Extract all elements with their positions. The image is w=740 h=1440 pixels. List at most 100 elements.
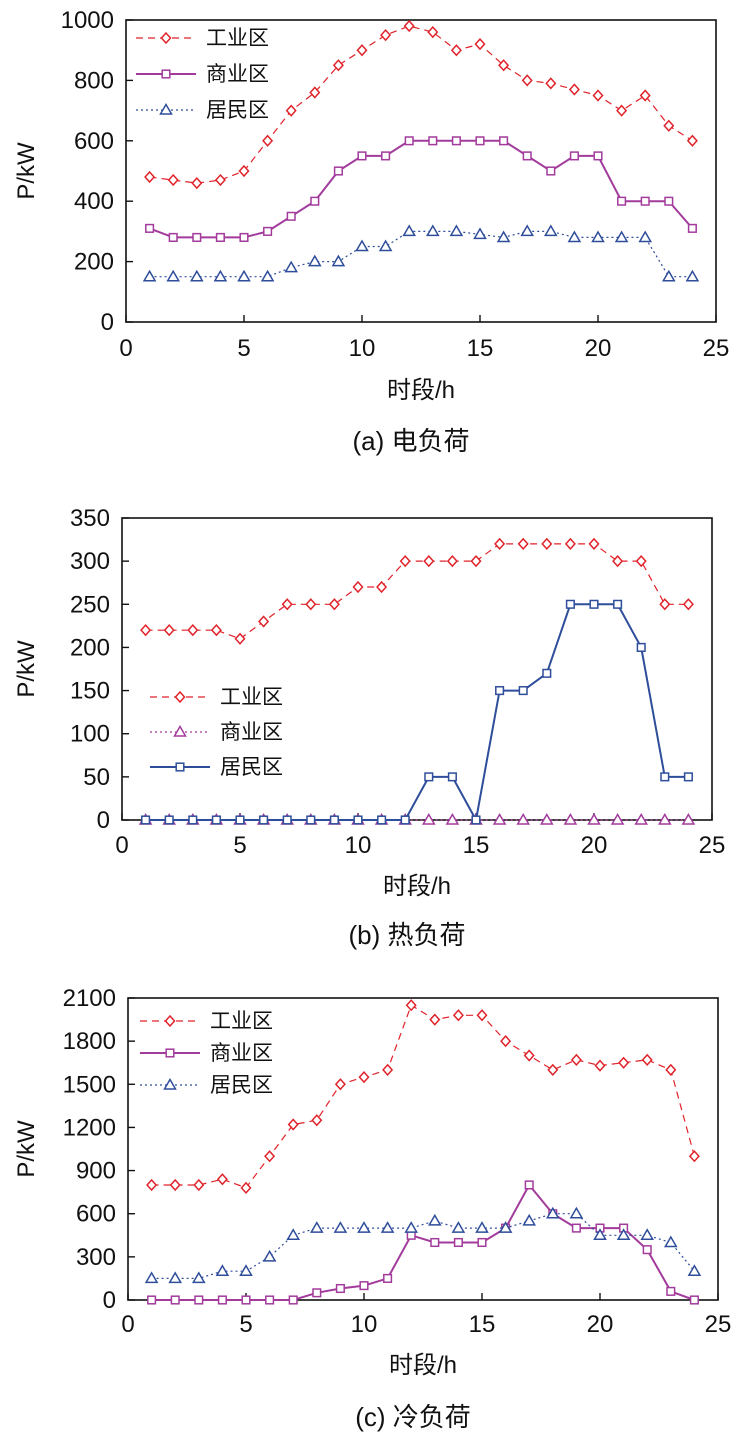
data-point-residential — [518, 686, 528, 696]
data-point-industrial — [309, 86, 321, 99]
data-point-commercial — [192, 232, 202, 242]
data-point-residential — [189, 269, 204, 282]
data-point-industrial — [214, 173, 226, 187]
data-point-commercial — [569, 151, 579, 161]
y-tick-label: 400 — [74, 188, 114, 215]
data-point-residential — [235, 815, 245, 825]
data-point-commercial — [593, 151, 603, 161]
data-point-industrial — [285, 104, 297, 117]
data-point-industrial — [169, 1178, 181, 1192]
data-point-residential — [636, 642, 646, 652]
data-point-residential — [262, 1249, 277, 1262]
data-point-residential — [498, 1221, 513, 1233]
data-point-residential — [613, 599, 623, 609]
data-point-industrial — [688, 1150, 700, 1163]
data-point-industrial — [541, 537, 553, 551]
x-tick-label: 10 — [349, 335, 376, 362]
chart-caption: (b) 热负荷 — [348, 920, 465, 950]
data-point-commercial — [453, 1237, 463, 1248]
x-tick-label: 20 — [587, 1311, 614, 1338]
data-point-residential — [306, 815, 316, 825]
data-point-residential — [447, 772, 457, 782]
data-point-industrial — [517, 537, 529, 551]
series-line-commercial — [149, 139, 694, 239]
data-point-residential — [213, 269, 228, 282]
x-tick-label: 15 — [469, 1311, 496, 1338]
data-point-industrial — [216, 1173, 228, 1186]
data-point-commercial — [539, 813, 554, 825]
data-point-industrial — [234, 632, 246, 645]
y-tick-label: 150 — [70, 678, 110, 705]
data-point-residential — [239, 1264, 253, 1276]
data-point-commercial — [477, 1237, 487, 1248]
x-tick-label: 0 — [121, 1311, 134, 1338]
data-point-commercial — [383, 1273, 393, 1283]
data-point-residential — [309, 1221, 324, 1233]
x-tick-label: 5 — [233, 832, 246, 859]
series-residential — [144, 1206, 702, 1284]
data-point-residential — [496, 230, 511, 243]
data-point-industrial — [659, 598, 671, 611]
data-point-industrial — [500, 1035, 512, 1048]
data-point-residential — [543, 224, 558, 237]
data-point-commercial — [357, 151, 367, 161]
data-point-industrial — [187, 624, 199, 637]
data-point-residential — [616, 1228, 631, 1241]
data-point-residential — [591, 230, 605, 243]
data-point-industrial — [588, 537, 600, 551]
data-point-residential — [284, 260, 299, 273]
data-point-commercial — [265, 1295, 275, 1305]
data-point-residential — [522, 1213, 537, 1226]
legend-label-commercial: 商业区 — [206, 63, 269, 86]
data-point-residential — [404, 1221, 419, 1233]
legend-marker — [159, 103, 173, 115]
data-point-residential — [589, 599, 599, 609]
chart-1: 0 200 400 600 800 1000 0 5 10 15 20 25 时段/h P/kW (a) 电… — [13, 7, 729, 456]
data-point-residential — [329, 815, 339, 825]
data-point-industrial — [663, 119, 675, 132]
data-point-residential — [380, 1221, 395, 1233]
y-tick-label: 900 — [76, 1158, 116, 1185]
legend-label-industrial: 工业区 — [220, 686, 283, 709]
x-tick-label: 0 — [119, 335, 132, 362]
data-point-residential — [211, 815, 221, 825]
series-line-industrial — [145, 543, 689, 640]
x-tick-label: 15 — [467, 335, 494, 362]
data-point-industrial — [429, 1013, 441, 1026]
y-tick-label: 250 — [70, 591, 110, 618]
legend-marker — [163, 1078, 177, 1090]
data-point-residential — [259, 815, 269, 825]
data-point-commercial — [451, 136, 461, 146]
data-point-industrial — [163, 624, 175, 637]
data-point-commercial — [170, 1295, 180, 1305]
y-tick-label: 300 — [70, 548, 110, 575]
y-axis-label: P/kW — [13, 1120, 40, 1178]
data-point-industrial — [474, 38, 486, 51]
legend-marker — [175, 762, 185, 772]
data-point-residential — [142, 269, 157, 282]
data-point-industrial — [167, 173, 179, 187]
series-line-commercial — [151, 1183, 695, 1301]
data-point-industrial — [616, 104, 628, 117]
data-point-industrial — [452, 1009, 464, 1022]
data-point-industrial — [146, 1178, 158, 1192]
data-point-residential — [542, 668, 552, 678]
data-point-commercial — [263, 226, 273, 236]
legend-marker — [160, 31, 172, 45]
y-tick-label: 300 — [76, 1244, 116, 1271]
y-tick-label: 200 — [70, 634, 110, 661]
data-point-industrial — [523, 1049, 535, 1062]
data-point-industrial — [403, 19, 415, 33]
plot-frame — [127, 997, 719, 1301]
data-point-commercial — [445, 813, 460, 825]
data-point-residential — [545, 1206, 560, 1219]
data-point-commercial — [430, 1237, 440, 1248]
data-point-industrial — [193, 1178, 205, 1192]
x-axis-label: 时段/h — [387, 377, 455, 404]
data-point-industrial — [427, 25, 439, 39]
y-tick-label: 100 — [70, 721, 110, 748]
y-tick-label: 1500 — [63, 1071, 116, 1098]
data-point-commercial — [634, 813, 649, 825]
data-point-residential — [565, 599, 575, 609]
